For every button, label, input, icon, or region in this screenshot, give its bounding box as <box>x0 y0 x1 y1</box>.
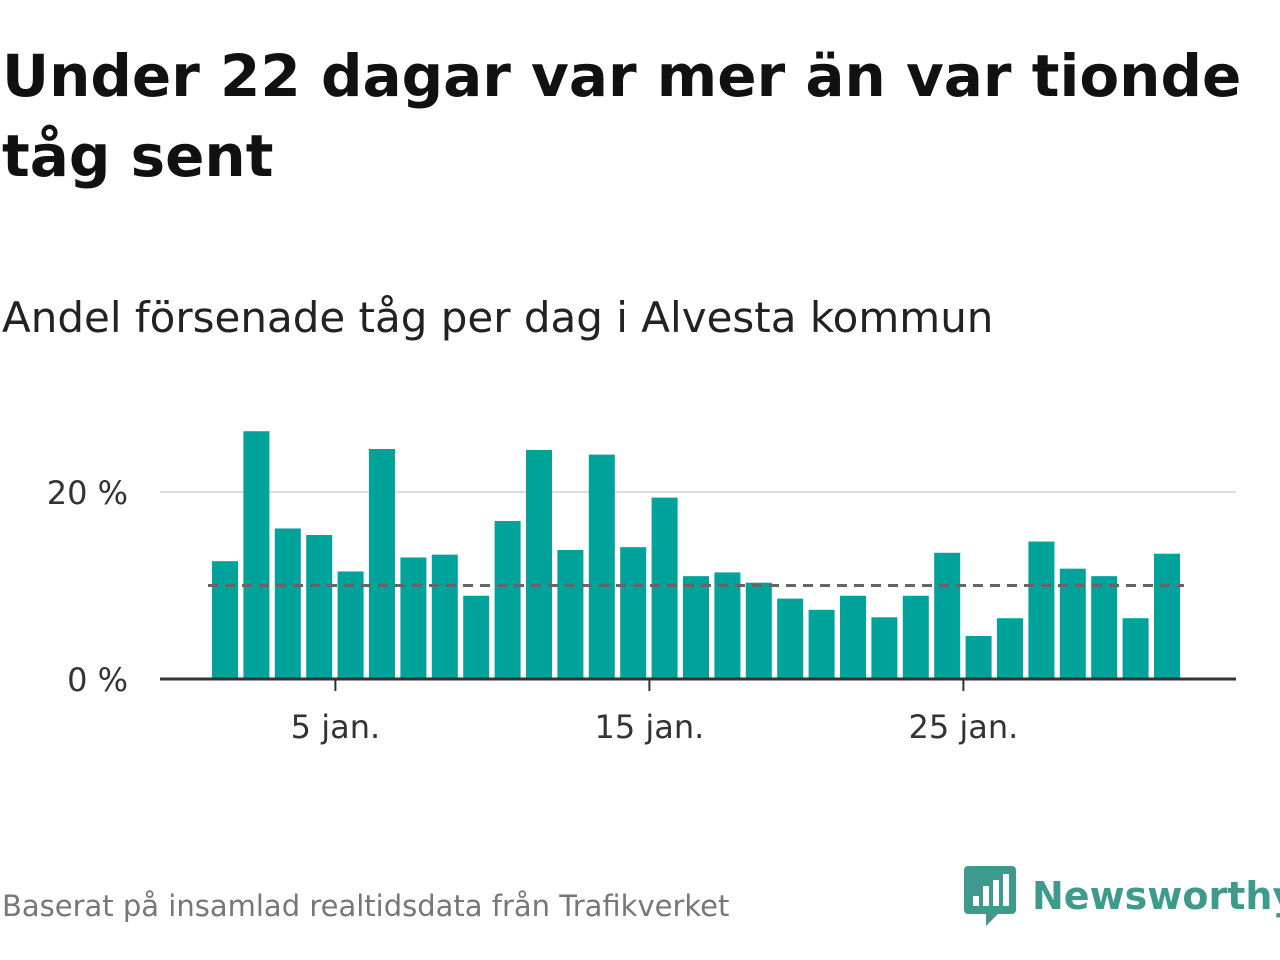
x-tick-label: 25 jan. <box>908 708 1018 746</box>
bar <box>1028 541 1055 679</box>
bar <box>1091 576 1118 679</box>
bar <box>212 561 238 679</box>
bar <box>651 497 678 679</box>
bar <box>557 549 584 679</box>
bar <box>526 449 552 679</box>
bar <box>965 635 992 679</box>
bar <box>306 535 333 679</box>
x-tick-label: 5 jan. <box>291 708 380 746</box>
bar <box>902 595 929 679</box>
bar <box>243 431 270 679</box>
source-note: Baserat på insamlad realtidsdata från Tr… <box>2 889 730 923</box>
bar <box>620 547 647 679</box>
bar <box>463 595 490 679</box>
bar <box>840 595 866 679</box>
chart-title: Under 22 dagar var mer än var tionde tåg… <box>2 42 1242 190</box>
bar <box>714 572 741 679</box>
y-tick-label: 20 % <box>47 474 128 512</box>
axes: 0 % 20 % 5 jan. 15 jan. 25 jan. <box>47 474 1236 746</box>
brand-name: Newsworthy <box>1032 874 1280 918</box>
bar <box>871 617 898 679</box>
brand-logo: Newsworthy <box>964 864 1280 928</box>
bar <box>494 520 521 679</box>
bar-chart: 0 % 20 % 5 jan. 15 jan. 25 jan. <box>47 431 1236 746</box>
bar <box>588 454 615 679</box>
bar <box>274 528 301 679</box>
bar <box>808 609 835 679</box>
bar <box>337 571 364 679</box>
bars <box>212 431 1180 679</box>
bar <box>1154 553 1180 679</box>
bar <box>777 598 804 679</box>
bar <box>369 448 395 679</box>
x-tick-label: 15 jan. <box>594 708 704 746</box>
bar <box>431 554 458 679</box>
bar <box>1059 568 1086 679</box>
newsworthy-logo-icon <box>964 866 1016 926</box>
y-tick-label: 0 % <box>67 661 128 699</box>
bar <box>997 618 1023 679</box>
bar <box>400 557 427 679</box>
bar <box>745 582 772 679</box>
bar <box>934 552 961 679</box>
bar <box>1122 618 1149 679</box>
bar <box>683 576 709 679</box>
chart-subtitle: Andel försenade tåg per dag i Alvesta ko… <box>2 293 994 342</box>
